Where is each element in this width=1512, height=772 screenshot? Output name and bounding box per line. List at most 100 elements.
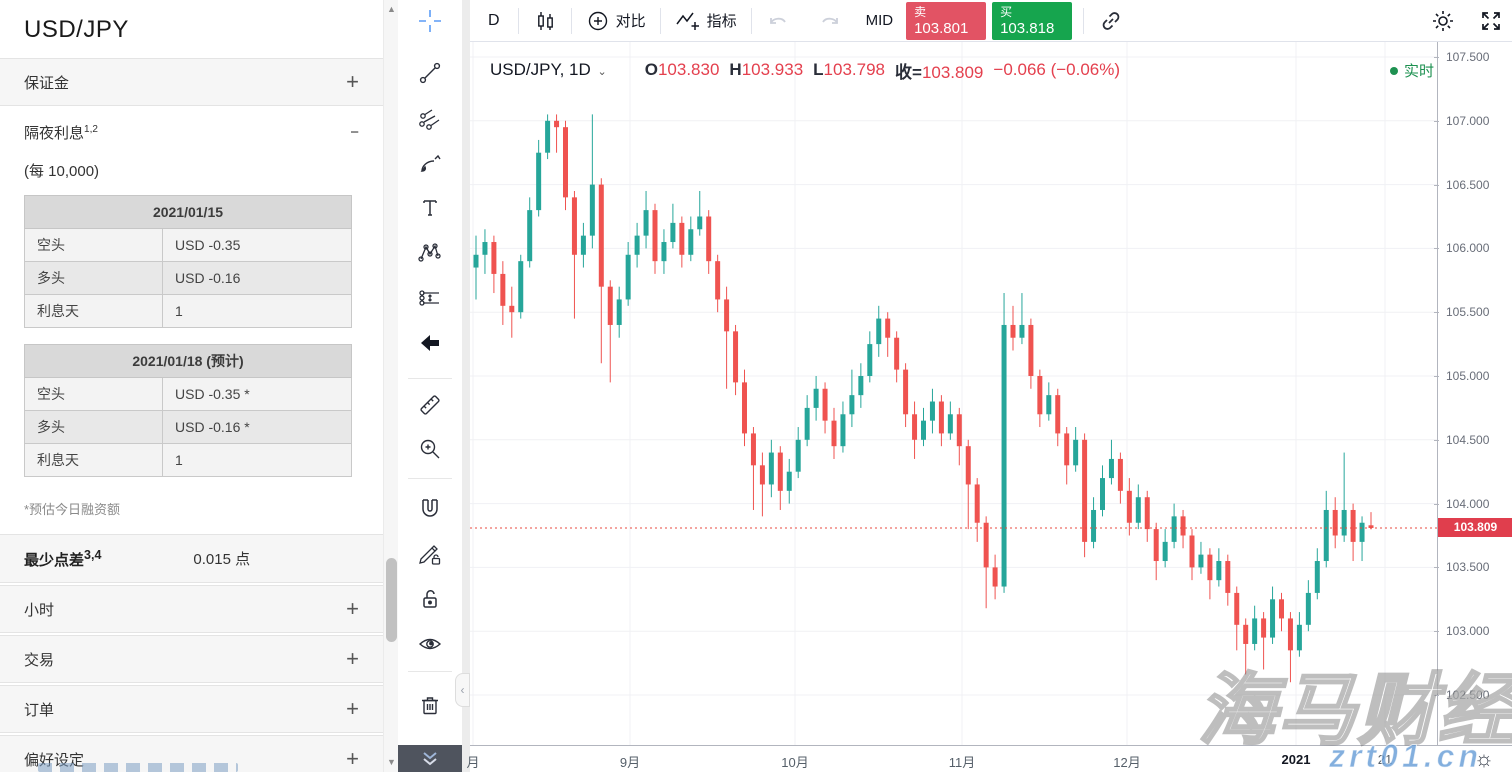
palette-divider bbox=[408, 671, 452, 672]
candle-body bbox=[625, 254, 631, 300]
lock-drawings-button[interactable] bbox=[415, 584, 445, 614]
trend-line-tool-button[interactable] bbox=[415, 58, 445, 88]
candle-body bbox=[1162, 541, 1168, 562]
lock-open-icon bbox=[423, 590, 437, 608]
compare-button[interactable]: 对比 bbox=[572, 0, 660, 42]
collapse-toolbar-button[interactable] bbox=[398, 745, 462, 772]
remove-drawings-button[interactable] bbox=[415, 690, 445, 720]
collapse-minus-icon[interactable]: − bbox=[350, 123, 359, 141]
redo-button[interactable] bbox=[804, 0, 856, 42]
section-hours[interactable]: 小时 + bbox=[0, 585, 383, 633]
candle-body bbox=[1073, 439, 1079, 466]
text-tool-button[interactable] bbox=[415, 193, 445, 223]
candle-body bbox=[768, 452, 774, 485]
projection-tool-button[interactable] bbox=[415, 283, 445, 313]
brush-tool-button[interactable] bbox=[415, 149, 445, 179]
gann-fib-tool-button[interactable] bbox=[415, 105, 445, 135]
expand-plus-icon[interactable]: + bbox=[346, 69, 359, 94]
gear-icon bbox=[1433, 11, 1453, 31]
ruler-icon bbox=[420, 395, 440, 415]
candle-body bbox=[616, 299, 622, 325]
magnet-icon bbox=[422, 499, 438, 517]
arrow-tool-button[interactable] bbox=[415, 328, 445, 358]
price-tick-label: 106.500 bbox=[1433, 177, 1490, 192]
candle-body bbox=[1368, 525, 1374, 528]
candle-body bbox=[1198, 554, 1204, 568]
candle-body bbox=[1046, 395, 1052, 415]
settings-button[interactable] bbox=[1430, 8, 1456, 34]
scrollbar-thumb[interactable] bbox=[386, 558, 397, 642]
palette-divider bbox=[408, 478, 452, 479]
compare-label: 对比 bbox=[615, 13, 646, 30]
candle-body bbox=[813, 388, 819, 408]
candle-body bbox=[1126, 490, 1132, 523]
candle-body bbox=[724, 299, 730, 332]
candle-body bbox=[1100, 478, 1105, 510]
expand-plus-icon[interactable]: + bbox=[346, 746, 359, 771]
magnet-mode-button[interactable] bbox=[415, 494, 445, 524]
section-orders[interactable]: 订单 + bbox=[0, 685, 383, 733]
expand-plus-icon[interactable]: + bbox=[346, 596, 359, 621]
sell-button[interactable]: 卖 103.801 bbox=[906, 1, 987, 40]
candle-body bbox=[1001, 324, 1007, 587]
candle-body bbox=[589, 184, 595, 236]
candle-body bbox=[1135, 497, 1141, 523]
candle-body bbox=[1350, 509, 1356, 542]
measure-tool-button[interactable] bbox=[415, 390, 445, 420]
candle-body bbox=[1019, 324, 1025, 338]
sidebar-scrollbar[interactable]: ▲ ▼ bbox=[383, 0, 398, 772]
candle-body bbox=[1180, 516, 1186, 536]
time-axis[interactable]: 月 9月 10月 11月 12月 2021 21 bbox=[466, 745, 1512, 772]
sidebar-collapse-handle[interactable]: ‹ bbox=[455, 673, 470, 707]
candle-body bbox=[1261, 618, 1267, 638]
expand-plus-icon[interactable]: + bbox=[346, 696, 359, 721]
section-margin[interactable]: 保证金 + bbox=[0, 58, 383, 106]
hide-drawings-button[interactable] bbox=[415, 629, 445, 659]
candle-body bbox=[777, 452, 783, 491]
interval-button[interactable]: D bbox=[488, 11, 500, 29]
stay-in-drawing-mode-button[interactable] bbox=[415, 539, 445, 569]
pattern-tool-button[interactable] bbox=[415, 238, 445, 268]
row-label: 多头 bbox=[24, 261, 163, 295]
candle-body bbox=[885, 318, 891, 338]
toolbar-divider bbox=[1083, 7, 1085, 34]
candle-body bbox=[974, 484, 980, 523]
section-trading[interactable]: 交易 + bbox=[0, 635, 383, 683]
candle-body bbox=[1010, 324, 1016, 338]
symbol-title: USD/JPY bbox=[24, 16, 129, 43]
candle-body bbox=[679, 222, 685, 255]
scroll-down-icon[interactable]: ▼ bbox=[387, 757, 396, 767]
candle-body bbox=[509, 305, 515, 313]
candle-body bbox=[983, 522, 989, 568]
candlestick-chart[interactable] bbox=[470, 42, 1437, 745]
candle-body bbox=[759, 465, 765, 485]
crosshair-icon bbox=[419, 10, 441, 32]
undo-icon bbox=[769, 17, 786, 24]
undo-button[interactable] bbox=[752, 0, 804, 42]
chart-type-button[interactable] bbox=[519, 0, 571, 42]
fullscreen-button[interactable] bbox=[1478, 8, 1504, 34]
link-button[interactable] bbox=[1084, 0, 1138, 42]
candle-body bbox=[1055, 395, 1061, 434]
price-axis[interactable]: 107.500 107.000 106.500 106.000 105.500 105.0… bbox=[1433, 42, 1512, 745]
row-value: 1 bbox=[162, 294, 352, 328]
indicators-button[interactable]: 指标 bbox=[661, 0, 751, 42]
section-overnight[interactable]: 隔夜利息1,2 − bbox=[0, 108, 383, 156]
projection-icon bbox=[419, 290, 439, 306]
crosshair-tool-button[interactable] bbox=[415, 6, 445, 36]
candle-body bbox=[598, 184, 604, 287]
buy-button[interactable]: 买 103.818 bbox=[992, 1, 1073, 40]
chart-toolbar: D 对比 指标 MID 卖 bbox=[470, 0, 1512, 42]
scroll-up-icon[interactable]: ▲ bbox=[387, 4, 396, 14]
expand-plus-icon[interactable]: + bbox=[346, 646, 359, 671]
price-tick-label: 104.500 bbox=[1433, 432, 1490, 447]
row-value: USD -0.16 bbox=[162, 261, 352, 295]
zoom-in-tool-button[interactable] bbox=[415, 434, 445, 464]
legend-symbol[interactable]: USD/JPY, 1D ⌄ bbox=[490, 60, 607, 79]
candle-body bbox=[1189, 535, 1195, 568]
candle-body bbox=[786, 471, 792, 491]
price-tick-label: 105.500 bbox=[1433, 305, 1490, 320]
fullscreen-icon bbox=[1482, 12, 1500, 30]
chart-canvas[interactable] bbox=[470, 42, 1437, 745]
row-label: 空头 bbox=[24, 228, 163, 262]
